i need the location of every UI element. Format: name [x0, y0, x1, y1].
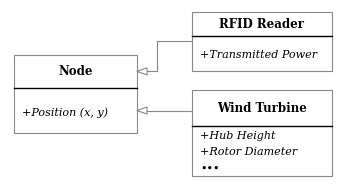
Text: +Hub Height: +Hub Height — [200, 131, 276, 141]
Polygon shape — [137, 68, 147, 75]
Polygon shape — [137, 107, 147, 114]
Text: +Rotor Diameter: +Rotor Diameter — [200, 147, 297, 157]
Text: •••: ••• — [200, 164, 220, 174]
Bar — [192, 90, 332, 176]
Text: Node: Node — [58, 65, 92, 78]
Bar — [14, 55, 137, 133]
Text: Wind Turbine: Wind Turbine — [217, 102, 306, 115]
Text: +Transmitted Power: +Transmitted Power — [200, 50, 317, 60]
Bar — [192, 12, 332, 71]
Text: RFID Reader: RFID Reader — [219, 18, 304, 31]
Text: +Position (x, y): +Position (x, y) — [22, 108, 108, 118]
